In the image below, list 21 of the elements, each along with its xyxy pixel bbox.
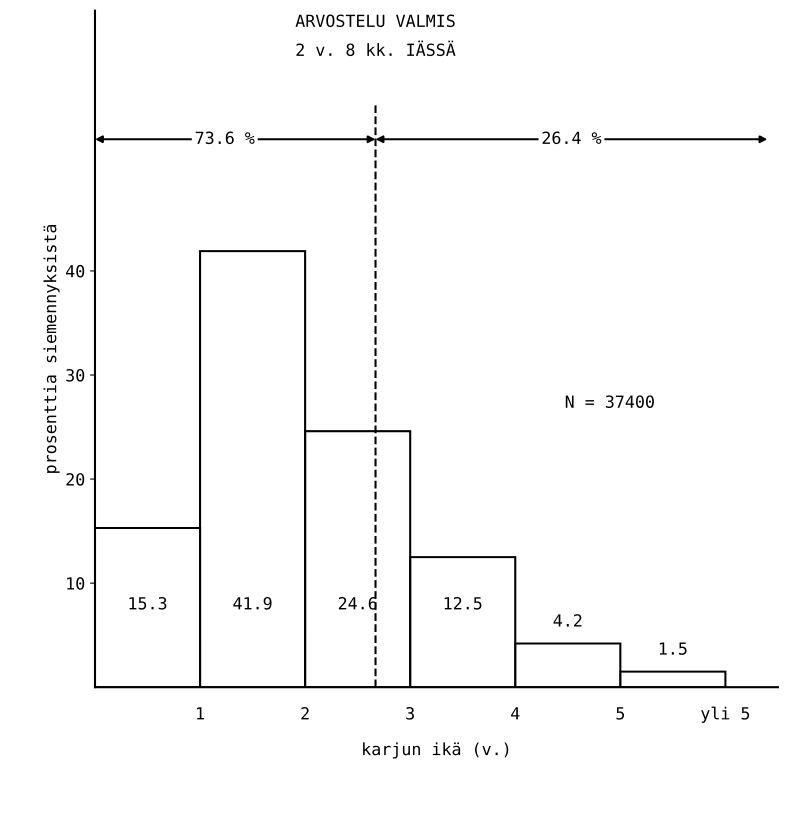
x-tick-label: 5 (616, 707, 624, 720)
y-tick-label: 40 (66, 264, 84, 278)
data-label: 4.2 (554, 614, 582, 627)
annotation: N = 37400 (566, 395, 654, 408)
y-tick-label: 20 (66, 473, 84, 486)
x-tick-label: 2 (301, 707, 309, 720)
y-axis-title: prosenttia siemennyksistä (44, 224, 60, 473)
data-label: 41.9 (233, 596, 272, 610)
ref-line-label: ARVOSTELU VALMIS 2 v. 8 kk. IÄSSÄ (296, 14, 456, 56)
annotation: 26.4 % (542, 132, 602, 144)
y-tick-label: 30 (66, 369, 84, 382)
annotation: 73.6 % (196, 132, 255, 144)
x-tick-label: 3 (406, 707, 414, 720)
y-tick-label: 10 (67, 577, 84, 590)
x-tick-label: 4 (511, 707, 520, 720)
x-tick-label: yli 5 (701, 706, 750, 723)
data-label: 12.5 (444, 596, 482, 610)
x-tick-label: 1 (197, 707, 204, 720)
data-label: 1.5 (660, 642, 687, 655)
data-label: 15.3 (129, 596, 166, 610)
x-axis-title: karjun ikä (v.) (363, 742, 508, 759)
